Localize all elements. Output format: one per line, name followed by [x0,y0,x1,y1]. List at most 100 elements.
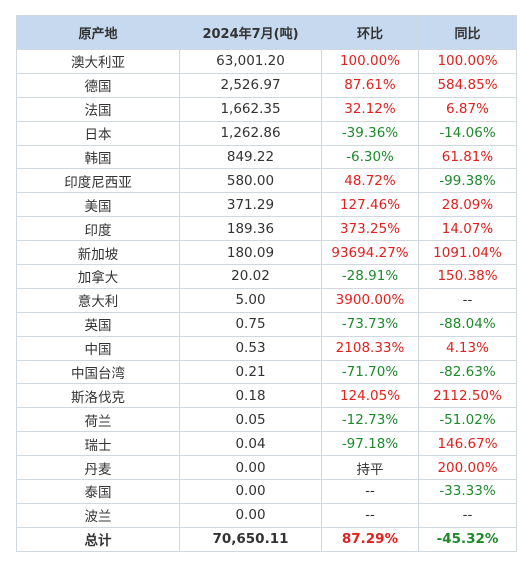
cell-origin: 中国台湾 [16,359,180,385]
cell-volume: 20.02 [179,264,322,289]
cell-mom: 3900.00% [321,287,419,313]
table-header-row: 原产地 2024年7月(吨) 环比 同比 [16,15,517,50]
cell-volume: 580.00 [179,168,322,194]
table-row: 印度 189.36 373.25% 14.07% [16,216,517,242]
cell-mom: -28.91% [321,264,419,289]
table-row: 斯洛伐克 0.18 124.05% 2112.50% [16,383,517,409]
cell-volume: 849.22 [179,144,322,170]
cell-origin: 泰国 [16,479,180,504]
cell-volume: 0.00 [179,455,322,481]
header-yoy: 同比 [418,15,517,50]
cell-volume: 0.53 [179,335,322,361]
cell-origin: 意大利 [16,287,180,313]
table-row: 印度尼西亚 580.00 48.72% -99.38% [16,168,517,194]
cell-origin: 波兰 [16,502,180,528]
cell-origin: 丹麦 [16,455,180,481]
import-origin-table-container: 原产地 2024年7月(吨) 环比 同比 澳大利亚 63,001.20 100.00… [16,15,517,552]
cell-yoy: 584.85% [418,72,517,98]
cell-yoy: 100.00% [418,49,517,74]
cell-mom: 93694.27% [321,240,419,266]
cell-volume: 0.05 [179,407,322,433]
cell-volume: 189.36 [179,216,322,242]
table-row: 日本 1,262.86 -39.36% -14.06% [16,120,517,146]
cell-yoy: 150.38% [418,264,517,289]
table-row: 意大利 5.00 3900.00% -- [16,287,517,313]
cell-volume: 63,001.20 [179,49,322,74]
cell-volume: 371.29 [179,192,322,218]
cell-yoy: 2112.50% [418,383,517,409]
cell-mom: -73.73% [321,311,419,337]
header-origin: 原产地 [16,15,180,50]
table-row: 德国 2,526.97 87.61% 584.85% [16,72,517,98]
table-row: 荷兰 0.05 -12.73% -51.02% [16,407,517,433]
cell-volume: 0.00 [179,479,322,504]
cell-mom: 373.25% [321,216,419,242]
cell-mom: -71.70% [321,359,419,385]
header-volume: 2024年7月(吨) [179,15,322,50]
cell-yoy: -14.06% [418,120,517,146]
table-row: 泰国 0.00 -- -33.33% [16,479,517,504]
table-row: 英国 0.75 -73.73% -88.04% [16,311,517,337]
cell-origin: 印度尼西亚 [16,168,180,194]
cell-mom: 2108.33% [321,335,419,361]
cell-yoy: -- [418,287,517,313]
cell-yoy: -45.32% [418,526,517,552]
table-row: 加拿大 20.02 -28.91% 150.38% [16,264,517,289]
table-row: 中国 0.53 2108.33% 4.13% [16,335,517,361]
header-mom: 环比 [321,15,419,50]
cell-origin: 法国 [16,96,180,122]
cell-volume: 1,662.35 [179,96,322,122]
cell-mom: 100.00% [321,49,419,74]
cell-mom: -- [321,502,419,528]
cell-yoy: -88.04% [418,311,517,337]
cell-origin: 英国 [16,311,180,337]
cell-yoy: 146.67% [418,431,517,457]
cell-volume: 0.75 [179,311,322,337]
cell-origin: 澳大利亚 [16,49,180,74]
cell-origin: 美国 [16,192,180,218]
cell-volume: 180.09 [179,240,322,266]
table-row: 韩国 849.22 -6.30% 61.81% [16,144,517,170]
cell-volume: 0.00 [179,502,322,528]
cell-mom: -6.30% [321,144,419,170]
cell-volume: 5.00 [179,287,322,313]
cell-volume: 0.04 [179,431,322,457]
cell-origin: 日本 [16,120,180,146]
cell-yoy: -- [418,502,517,528]
table-row: 澳大利亚 63,001.20 100.00% 100.00% [16,49,517,74]
cell-mom: -39.36% [321,120,419,146]
table-total-row: 总计 70,650.11 87.29% -45.32% [16,526,517,552]
cell-origin: 斯洛伐克 [16,383,180,409]
cell-volume: 0.18 [179,383,322,409]
cell-mom: 87.61% [321,72,419,98]
cell-yoy: 6.87% [418,96,517,122]
cell-origin: 印度 [16,216,180,242]
table-row: 美国 371.29 127.46% 28.09% [16,192,517,218]
cell-mom: -12.73% [321,407,419,433]
cell-mom: 124.05% [321,383,419,409]
cell-origin: 中国 [16,335,180,361]
import-origin-table: 原产地 2024年7月(吨) 环比 同比 澳大利亚 63,001.20 100.00… [16,15,517,552]
cell-origin: 总计 [16,526,180,552]
cell-mom: 32.12% [321,96,419,122]
cell-volume: 70,650.11 [179,526,322,552]
table-row: 新加坡 180.09 93694.27% 1091.04% [16,240,517,266]
table-row: 法国 1,662.35 32.12% 6.87% [16,96,517,122]
cell-origin: 新加坡 [16,240,180,266]
table-row: 波兰 0.00 -- -- [16,502,517,528]
cell-mom: 87.29% [321,526,419,552]
cell-yoy: -99.38% [418,168,517,194]
table-row: 瑞士 0.04 -97.18% 146.67% [16,431,517,457]
cell-mom: 127.46% [321,192,419,218]
cell-origin: 加拿大 [16,264,180,289]
cell-origin: 韩国 [16,144,180,170]
cell-volume: 0.21 [179,359,322,385]
cell-mom: 持平 [321,455,419,481]
cell-yoy: -33.33% [418,479,517,504]
table-body: 澳大利亚 63,001.20 100.00% 100.00% 德国 2,526.97 87.… [16,49,517,552]
cell-volume: 2,526.97 [179,72,322,98]
cell-origin: 瑞士 [16,431,180,457]
cell-mom: 48.72% [321,168,419,194]
table-row: 丹麦 0.00 持平 200.00% [16,455,517,481]
cell-yoy: 61.81% [418,144,517,170]
